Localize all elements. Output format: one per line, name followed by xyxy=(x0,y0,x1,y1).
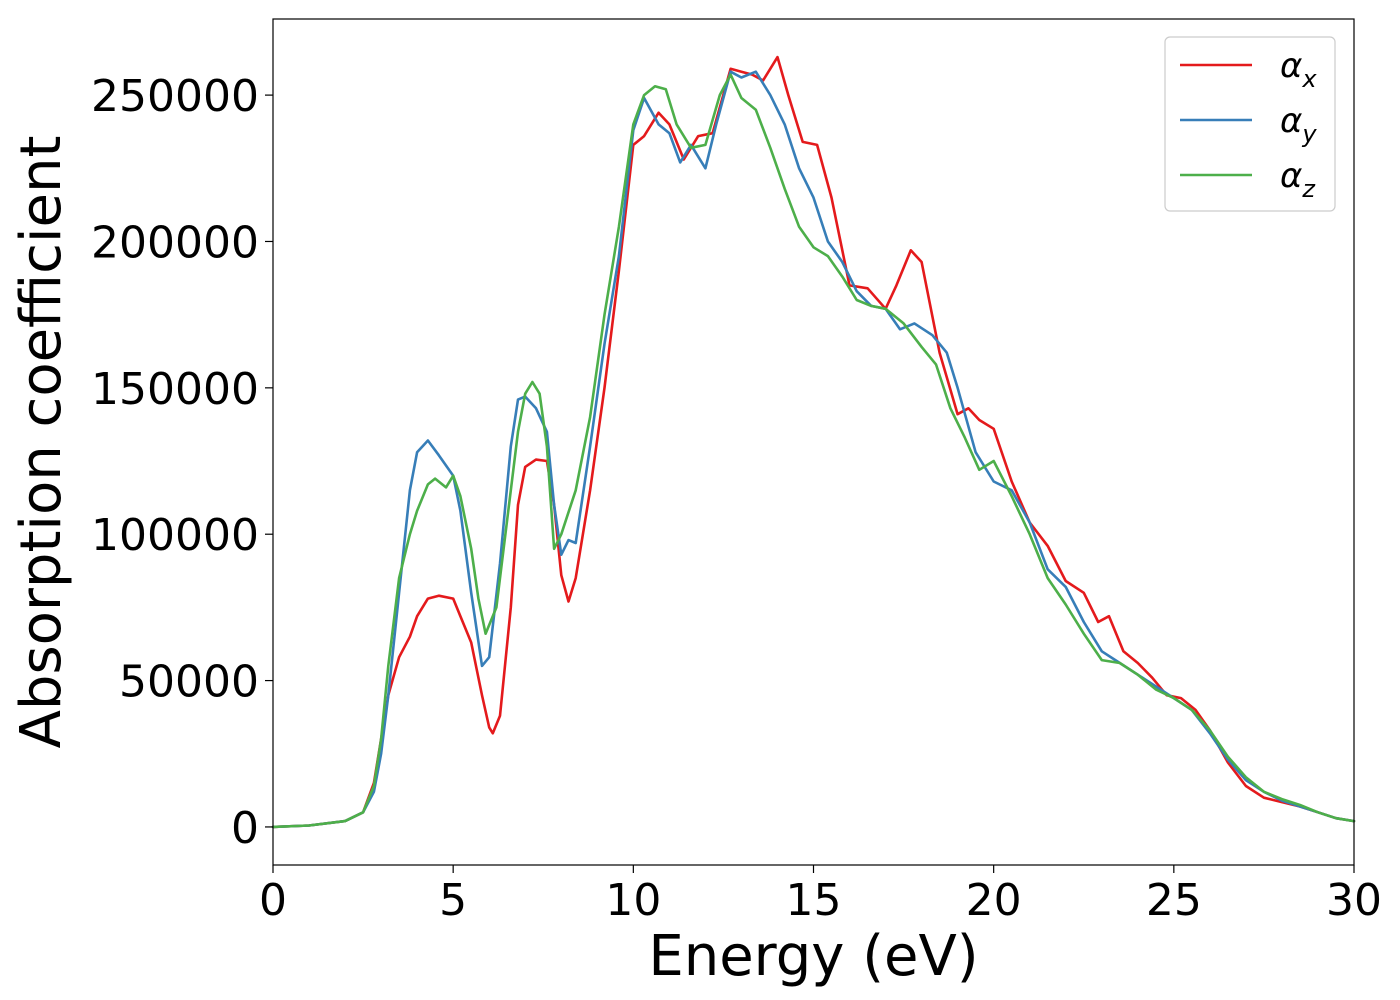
x-tick-label: 15 xyxy=(786,875,842,926)
y-tick-label: 150000 xyxy=(91,364,259,415)
legend-label-symbol: α xyxy=(1280,101,1302,141)
x-tick-label: 0 xyxy=(259,875,287,926)
series-line-alpha-z xyxy=(271,73,1356,829)
legend-label-subscript: z xyxy=(1301,175,1316,203)
y-tick-label: 200000 xyxy=(91,217,259,268)
x-tick-label: 30 xyxy=(1326,875,1382,926)
legend-label-symbol: α xyxy=(1280,156,1302,196)
legend-label-alpha-y: αy xyxy=(1280,101,1317,148)
y-tick-label: 0 xyxy=(231,803,259,854)
y-axis: 0 50000 100000 150000 200000 250000 xyxy=(91,71,273,854)
legend-label-subscript: y xyxy=(1301,120,1317,148)
y-axis-label: Absorption coefficient xyxy=(9,136,74,749)
x-axis-label: Energy (eV) xyxy=(648,924,978,989)
x-tick-label: 20 xyxy=(966,875,1022,926)
legend-label-symbol: α xyxy=(1280,46,1302,86)
series-line-alpha-x xyxy=(271,55,1356,829)
y-tick-label: 50000 xyxy=(119,657,259,708)
series-layer xyxy=(271,55,1356,829)
legend-label-alpha-x: αx xyxy=(1280,46,1317,93)
x-tick-label: 5 xyxy=(439,875,467,926)
x-tick-label: 10 xyxy=(605,875,661,926)
x-tick-label: 25 xyxy=(1146,875,1202,926)
y-tick-label: 250000 xyxy=(91,71,259,122)
x-axis: 0 5 10 15 20 25 30 xyxy=(259,865,1382,926)
legend-label-alpha-z: αz xyxy=(1280,156,1316,203)
legend-label-subscript: x xyxy=(1301,65,1317,93)
y-tick-label: 100000 xyxy=(91,510,259,561)
legend-box xyxy=(1164,36,1336,212)
